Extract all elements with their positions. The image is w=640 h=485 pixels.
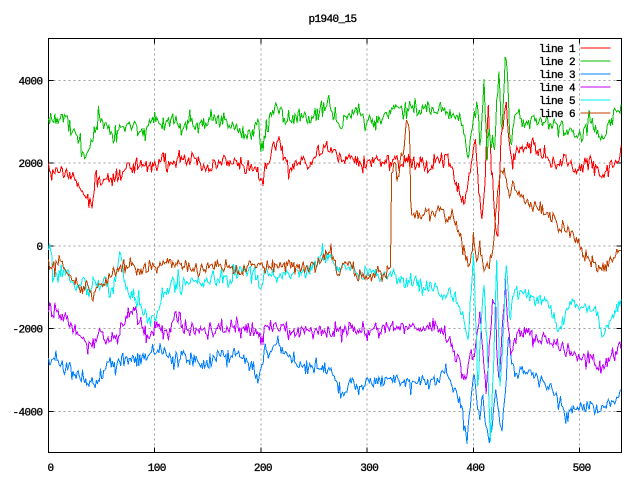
svg-text:500: 500 bbox=[573, 463, 591, 475]
svg-text:400: 400 bbox=[466, 463, 484, 475]
svg-text:line 6: line 6 bbox=[539, 109, 575, 121]
svg-text:-2000: -2000 bbox=[12, 325, 42, 337]
svg-text:300: 300 bbox=[360, 463, 378, 475]
svg-text:line 3: line 3 bbox=[539, 70, 575, 82]
svg-text:line 5: line 5 bbox=[539, 96, 575, 108]
svg-text:line 1: line 1 bbox=[539, 44, 576, 56]
svg-text:4000: 4000 bbox=[18, 76, 42, 88]
svg-text:line 4: line 4 bbox=[539, 83, 576, 95]
svg-text:line 2: line 2 bbox=[539, 57, 575, 69]
svg-text:0: 0 bbox=[36, 242, 42, 254]
svg-text:p1940_15: p1940_15 bbox=[308, 14, 356, 26]
svg-text:2000: 2000 bbox=[18, 159, 42, 171]
svg-text:200: 200 bbox=[254, 463, 272, 475]
svg-text:100: 100 bbox=[148, 463, 166, 475]
svg-text:-4000: -4000 bbox=[12, 407, 42, 419]
svg-text:0: 0 bbox=[47, 463, 53, 475]
